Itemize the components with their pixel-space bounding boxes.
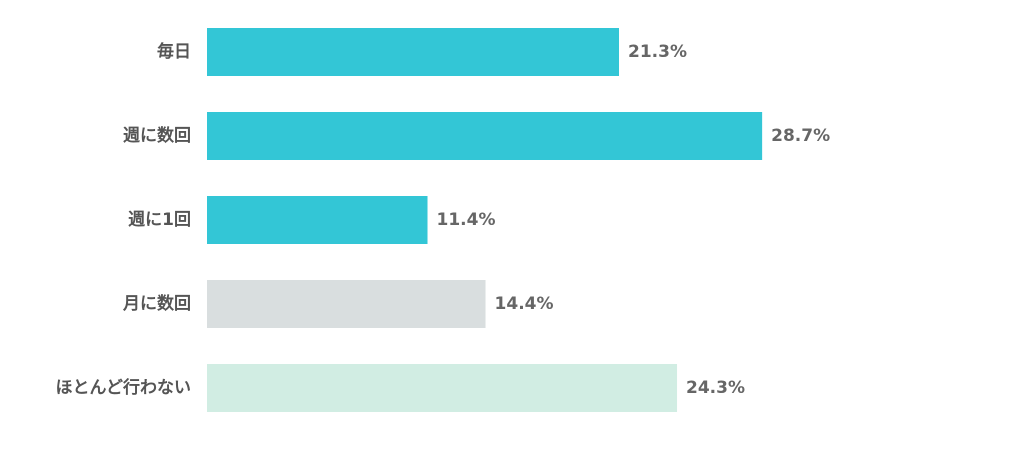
value-label: 14.4%: [495, 294, 554, 314]
bar: [207, 196, 428, 244]
bar: [207, 364, 678, 412]
bar: [207, 280, 486, 328]
value-label: 21.3%: [628, 42, 687, 62]
bar: [207, 28, 619, 76]
category-label: ほとんど行わない: [56, 377, 192, 398]
bar: [207, 112, 763, 160]
value-label: 24.3%: [686, 378, 745, 398]
value-label: 28.7%: [771, 126, 830, 146]
category-label: 毎日: [157, 41, 191, 62]
category-label: 週に数回: [123, 125, 191, 146]
category-label: 月に数回: [122, 293, 191, 314]
value-label: 11.4%: [437, 210, 496, 230]
category-label: 週に1回: [128, 210, 191, 230]
